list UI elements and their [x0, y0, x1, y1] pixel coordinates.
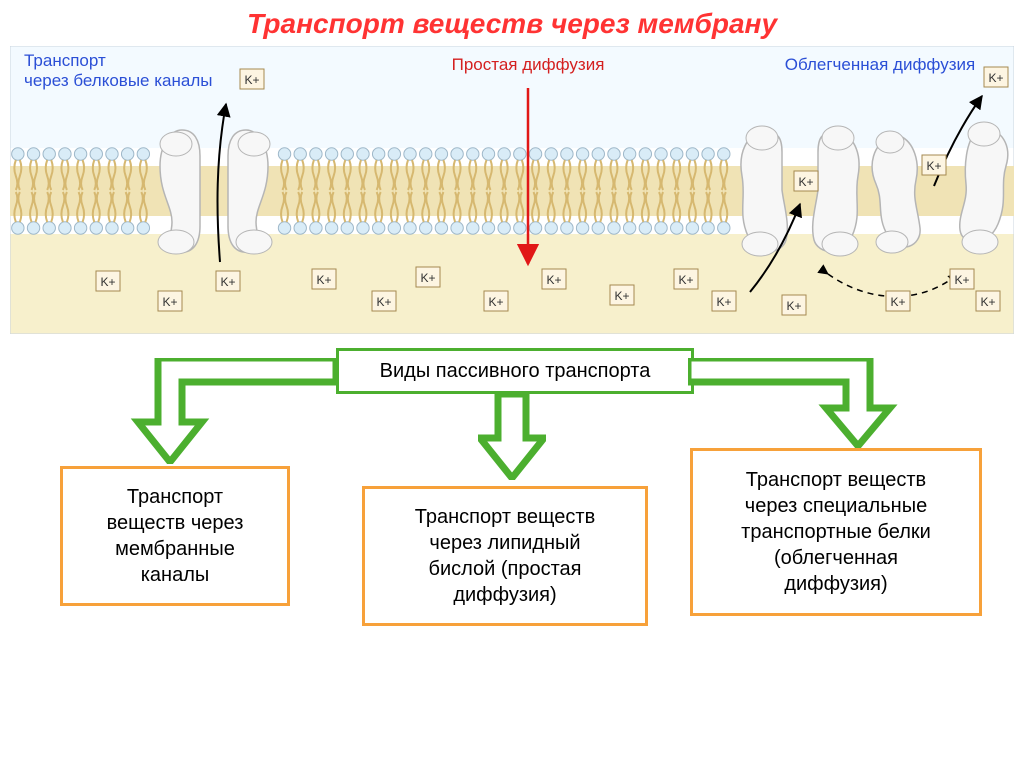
svg-text:K+: K+ — [988, 71, 1003, 85]
arrow-left — [130, 358, 336, 464]
svg-text:K+: K+ — [954, 273, 969, 287]
label-channel-transport-l1: Транспорт — [24, 51, 106, 70]
page-title: Транспорт веществ через мембрану — [0, 8, 1024, 40]
svg-text:K+: K+ — [244, 73, 259, 87]
svg-text:K+: K+ — [420, 271, 435, 285]
potassium-ion: K+ — [216, 271, 240, 291]
svg-text:K+: K+ — [614, 289, 629, 303]
label-facilitated-diffusion: Облегченная диффузия — [785, 55, 975, 74]
potassium-ion: K+ — [886, 291, 910, 311]
svg-text:K+: K+ — [162, 295, 177, 309]
potassium-ion: K+ — [542, 269, 566, 289]
svg-text:K+: K+ — [678, 273, 693, 287]
label-channel-transport-l2: через белковые каналы — [24, 71, 212, 90]
potassium-ion: K+ — [96, 271, 120, 291]
svg-text:K+: K+ — [716, 295, 731, 309]
flow-box-left: Транспортвеществ черезмембранныеканалы — [60, 466, 290, 606]
potassium-ion: K+ — [976, 291, 1000, 311]
svg-text:K+: K+ — [376, 295, 391, 309]
potassium-ion: K+ — [484, 291, 508, 311]
potassium-ion: K+ — [610, 285, 634, 305]
potassium-ion: K+ — [372, 291, 396, 311]
potassium-ion: K+ — [312, 269, 336, 289]
label-simple-diffusion: Простая диффузия — [452, 55, 605, 74]
svg-text:K+: K+ — [100, 275, 115, 289]
svg-text:K+: K+ — [890, 295, 905, 309]
potassium-ion: K+ — [922, 155, 946, 175]
potassium-ion: K+ — [782, 295, 806, 315]
svg-text:K+: K+ — [980, 295, 995, 309]
potassium-ion: K+ — [240, 69, 264, 89]
svg-text:K+: K+ — [926, 159, 941, 173]
svg-text:K+: K+ — [316, 273, 331, 287]
flow-center-title: Виды пассивного транспорта — [336, 348, 694, 394]
flow-box-right: Транспорт веществчерез специальныетрансп… — [690, 448, 982, 616]
potassium-ion: K+ — [950, 269, 974, 289]
potassium-ion: K+ — [674, 269, 698, 289]
potassium-ion: K+ — [158, 291, 182, 311]
arrow-middle — [478, 394, 546, 480]
potassium-ion: K+ — [712, 291, 736, 311]
svg-text:K+: K+ — [798, 175, 813, 189]
svg-text:K+: K+ — [546, 273, 561, 287]
flow-box-middle: Транспорт веществчерез липидныйбислой (п… — [362, 486, 648, 626]
potassium-ion: K+ — [984, 67, 1008, 87]
svg-text:K+: K+ — [786, 299, 801, 313]
potassium-ion: K+ — [794, 171, 818, 191]
arrow-right — [688, 358, 898, 448]
potassium-ion: K+ — [416, 267, 440, 287]
svg-text:K+: K+ — [220, 275, 235, 289]
svg-text:K+: K+ — [488, 295, 503, 309]
membrane-diagram: K+ K+ K+ K+ K+ K+ K+ K+ K+ K+ K+ K+ K+ K+ K+ K+ K+ K+ K+ Т… — [10, 46, 1014, 334]
